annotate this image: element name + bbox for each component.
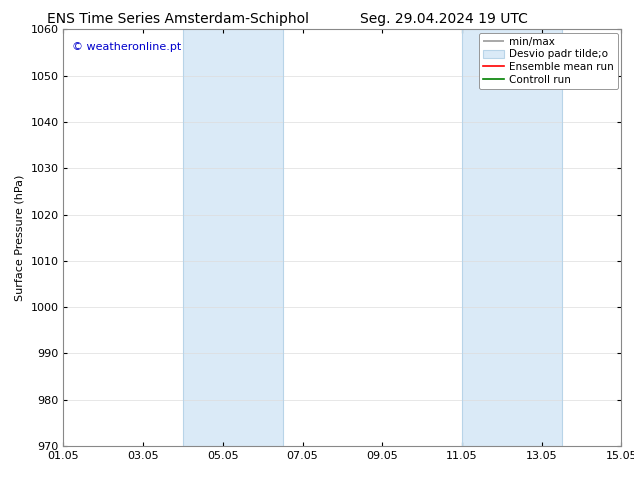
Text: ENS Time Series Amsterdam-Schiphol: ENS Time Series Amsterdam-Schiphol (46, 12, 309, 26)
Bar (462, 29, 562, 446)
Text: Seg. 29.04.2024 19 UTC: Seg. 29.04.2024 19 UTC (360, 12, 527, 26)
Text: © weatheronline.pt: © weatheronline.pt (72, 42, 181, 52)
Bar (183, 29, 283, 446)
Legend: min/max, Desvio padr tilde;o, Ensemble mean run, Controll run: min/max, Desvio padr tilde;o, Ensemble m… (479, 32, 618, 89)
Y-axis label: Surface Pressure (hPa): Surface Pressure (hPa) (15, 174, 25, 301)
